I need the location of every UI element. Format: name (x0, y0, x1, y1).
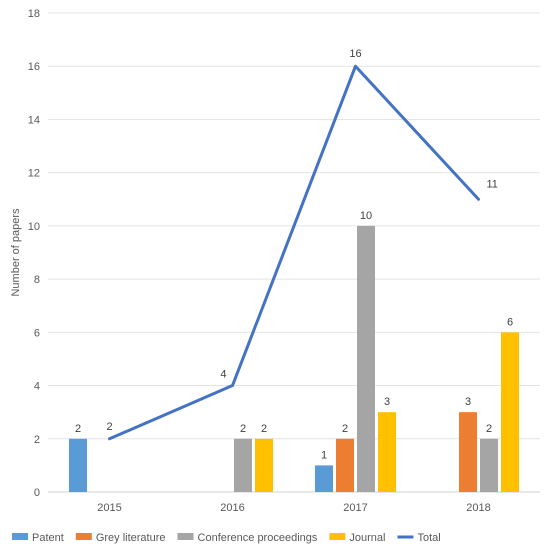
bar-conference-proceedings (357, 225, 375, 492)
x-tick-label: 2018 (466, 502, 490, 514)
y-tick-label: 16 (28, 61, 40, 73)
y-tick-label: 18 (28, 8, 40, 20)
data-labels: 2 1 2 3 2 10 2 2 3 6 2 4 16 11 (75, 48, 513, 461)
bar-data-label: 2 (261, 423, 267, 435)
y-tick-label: 14 (28, 114, 40, 126)
legend-label: Conference proceedings (198, 532, 318, 544)
y-tick-label: 2 (34, 434, 40, 446)
y-tick-label: 6 (34, 327, 40, 339)
bar-journal (501, 332, 519, 492)
bar-data-label: 6 (507, 316, 513, 328)
bar-data-label: 3 (384, 396, 390, 408)
bar-journal (378, 412, 396, 492)
total-line (108, 64, 480, 441)
legend-label: Total (417, 532, 440, 544)
y-tick-label: 4 (34, 381, 40, 393)
bar-grey-literature (459, 412, 477, 492)
bar-data-label: 3 (465, 396, 471, 408)
legend-label: Journal (349, 532, 385, 544)
legend-swatch (12, 533, 28, 540)
line-data-label: 11 (487, 178, 498, 190)
legend-swatch (177, 533, 194, 540)
bars (69, 225, 519, 492)
line-data-label: 4 (220, 369, 226, 381)
bar-data-label: 2 (75, 423, 81, 435)
bar-data-label: 2 (240, 423, 246, 435)
y-tick-label: 8 (34, 274, 40, 286)
bar-journal (255, 438, 273, 492)
y-tick-label: 0 (34, 487, 40, 499)
bar-grey-literature (336, 438, 354, 492)
x-tick-label: 2016 (220, 502, 244, 514)
legend-label: Grey literature (96, 532, 166, 544)
legend-label: Patent (32, 532, 64, 544)
bar-patent (69, 438, 87, 492)
y-axis-title: Number of papers (10, 208, 22, 297)
y-tick-label: 10 (28, 221, 40, 233)
legend-swatch (75, 533, 92, 540)
y-axis-ticks: 0 2 4 6 8 10 12 14 16 18 (28, 8, 40, 499)
x-tick-label: 2017 (343, 502, 367, 514)
legend: Patent Grey literature Conference proceedi… (12, 532, 441, 544)
line-data-label: 2 (106, 421, 112, 433)
y-tick-label: 12 (28, 168, 40, 180)
series-line-total (108, 64, 480, 441)
bar-conference-proceedings (234, 438, 252, 492)
x-tick-label: 2015 (97, 502, 121, 514)
x-axis-ticks: 2015 2016 2017 2018 (97, 502, 490, 514)
line-data-label: 16 (349, 48, 361, 60)
bar-data-label: 10 (360, 210, 372, 222)
bar-conference-proceedings (480, 438, 498, 492)
legend-swatch (329, 533, 346, 540)
bar-data-label: 2 (486, 423, 492, 435)
bar-patent (315, 465, 333, 492)
bar-data-label: 1 (321, 449, 327, 461)
bar-data-label: 2 (342, 423, 348, 435)
